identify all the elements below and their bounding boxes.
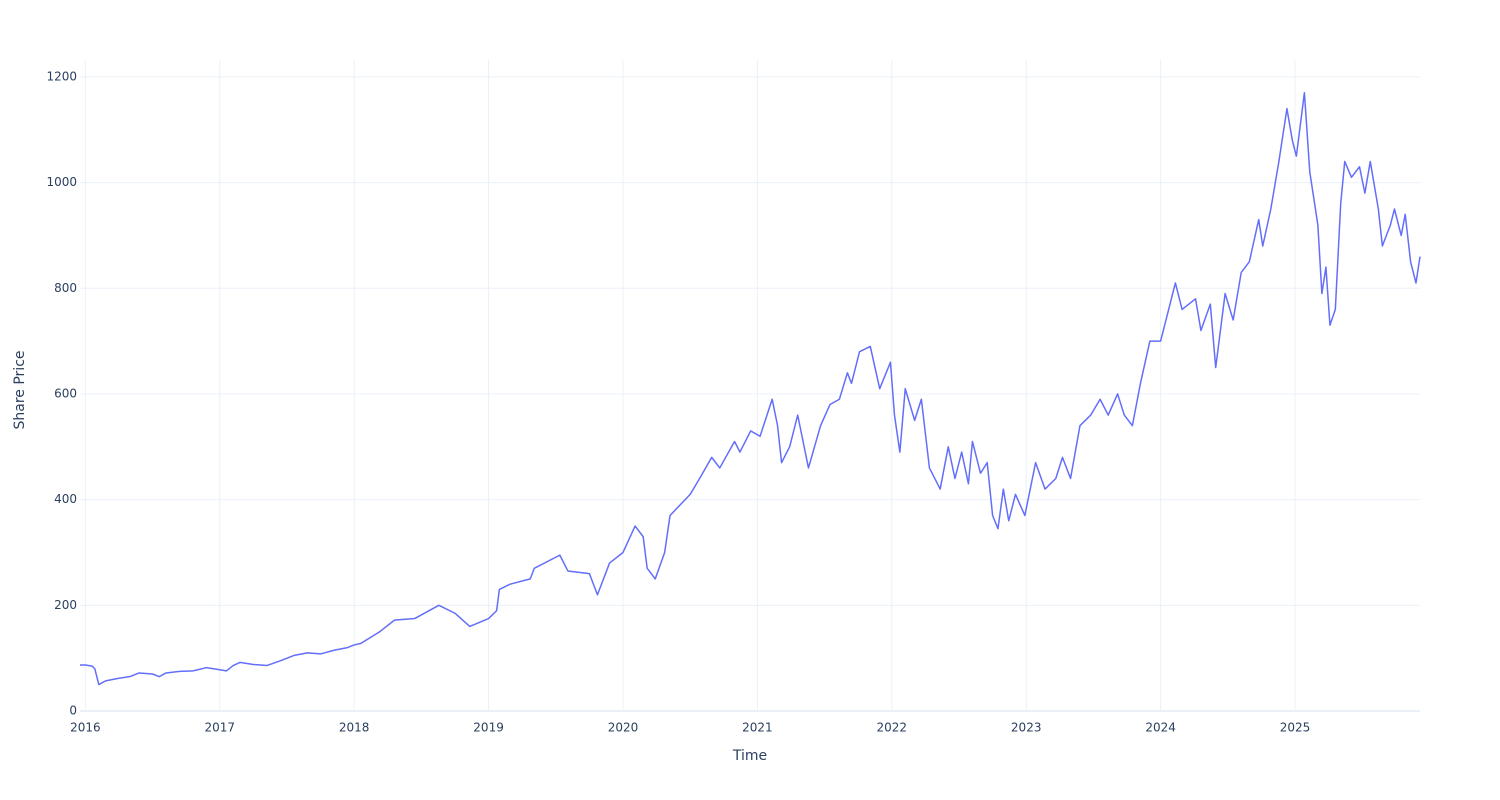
x-tick-label: 2019 bbox=[473, 721, 504, 735]
x-tick-label: 2022 bbox=[877, 721, 908, 735]
y-tick-label: 800 bbox=[54, 281, 77, 295]
x-tick-label: 2020 bbox=[608, 721, 639, 735]
x-tick-label: 2024 bbox=[1145, 721, 1176, 735]
price-line bbox=[80, 92, 1421, 686]
y-tick-label: 1200 bbox=[46, 69, 77, 83]
y-axis-title: Share Price bbox=[12, 350, 28, 429]
x-tick-label: 2023 bbox=[1011, 721, 1042, 735]
x-tick-label: 2018 bbox=[339, 721, 370, 735]
x-tick-label: 2021 bbox=[742, 721, 773, 735]
x-tick-label: 2017 bbox=[205, 721, 236, 735]
x-tick-label: 2025 bbox=[1280, 721, 1311, 735]
y-tick-label: 200 bbox=[54, 598, 77, 612]
y-tick-label: 0 bbox=[69, 704, 77, 718]
y-tick-label: 1000 bbox=[46, 175, 77, 189]
y-tick-label: 400 bbox=[54, 492, 77, 506]
y-tick-label: 600 bbox=[54, 386, 77, 400]
x-axis-title: Time bbox=[732, 748, 767, 764]
x-tick-label: 2016 bbox=[70, 721, 101, 735]
